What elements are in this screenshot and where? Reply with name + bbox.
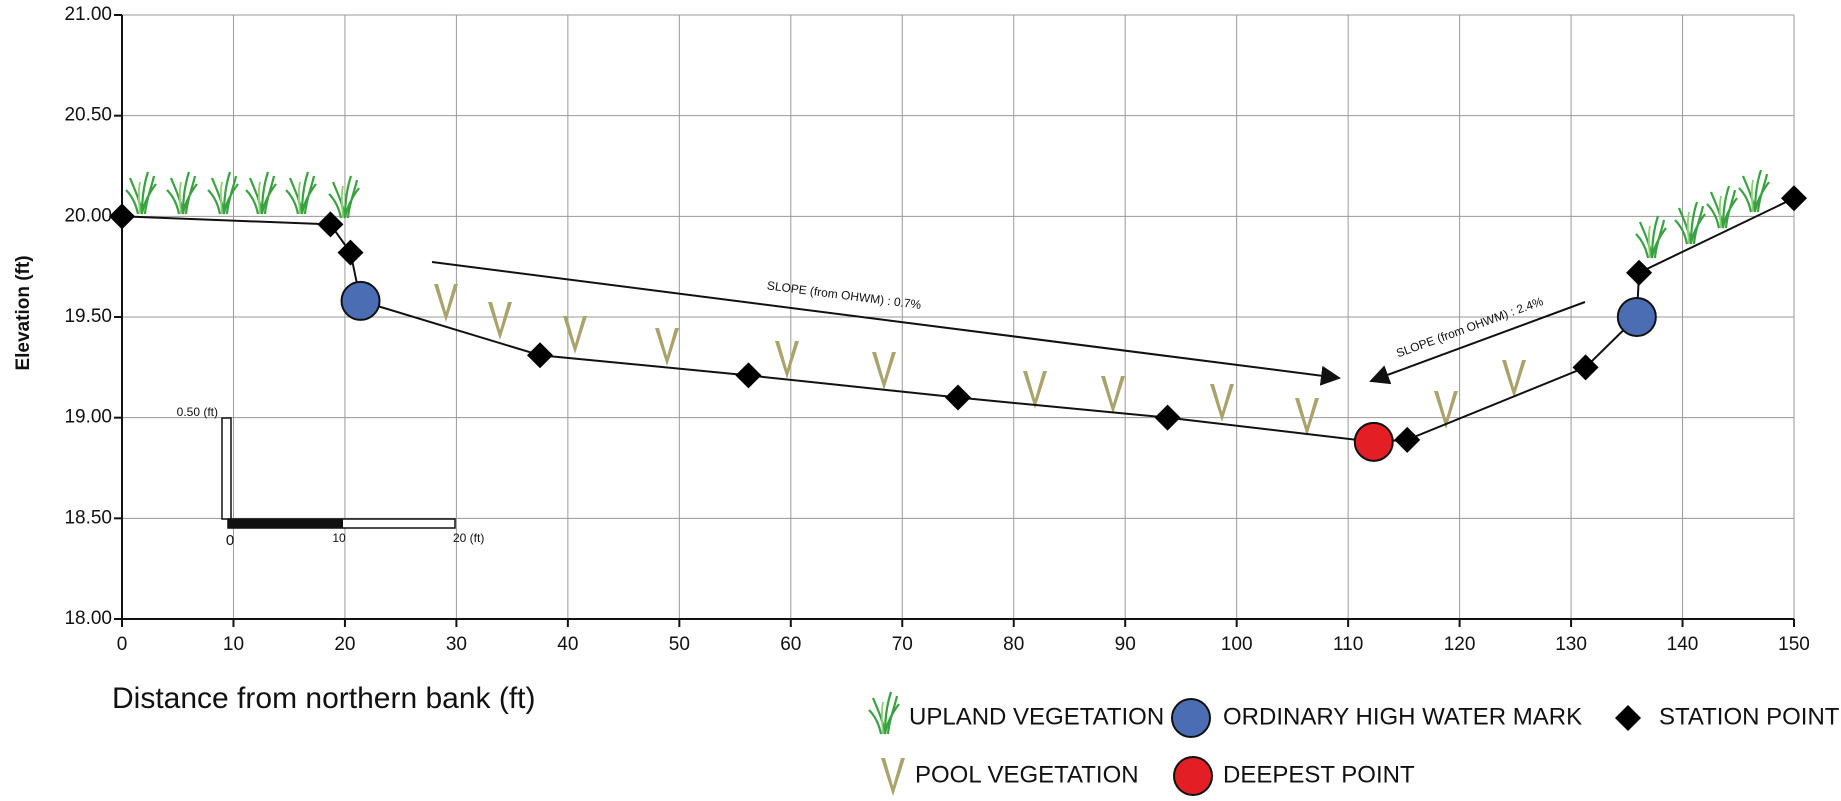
x-tick-label: 10 [223, 634, 244, 655]
legend-label: DEEPEST POINT [1223, 761, 1415, 788]
x-tick-label: 30 [446, 634, 467, 655]
legend-label: STATION POINT [1659, 703, 1840, 730]
y-axis-label: Elevation (ft) [13, 255, 34, 370]
slope-label: SLOPE (from OHWM) : 2.4% [1394, 294, 1545, 360]
y-tick-label: 19.50 [64, 306, 112, 327]
legend-icon [869, 692, 899, 734]
x-tick-label: 40 [557, 634, 578, 655]
legend-icon [881, 758, 905, 796]
upland-vegetation [126, 170, 1769, 258]
point-marker [1618, 298, 1656, 336]
legend-label: UPLAND VEGETATION [909, 703, 1164, 730]
y-tick-label: 20.50 [64, 105, 112, 126]
x-tick-label: 90 [1115, 634, 1136, 655]
y-tick-label: 18.00 [64, 608, 112, 629]
station-point [338, 240, 364, 266]
legend-label: ORDINARY HIGH WATER MARK [1223, 703, 1582, 730]
y-tick-label: 18.50 [64, 507, 112, 528]
legend: UPLAND VEGETATION POOL VEGETATION STATIO… [869, 692, 1840, 796]
station-point [1626, 260, 1652, 286]
x-tick-label: 50 [669, 634, 690, 655]
x-tick-label: 110 [1333, 634, 1363, 655]
station-point [1394, 427, 1420, 453]
station-point [109, 203, 135, 229]
scale-label: 20 (ft) [453, 531, 484, 545]
scale-label: 0 [226, 532, 234, 549]
legend-label: POOL VEGETATION [915, 761, 1139, 788]
y-tick-label: 19.00 [64, 407, 112, 428]
point-marker [342, 282, 380, 320]
x-tick-label: 130 [1555, 634, 1587, 655]
chart: Elevation (ft) Distance from northern ba… [0, 0, 1841, 801]
legend-icon [1172, 699, 1210, 737]
station-point [945, 385, 971, 411]
x-tick-label: 20 [334, 634, 355, 655]
legend-icon [1615, 705, 1641, 731]
x-tick-label: 70 [892, 634, 913, 655]
station-point [1781, 185, 1807, 211]
station-point [527, 342, 553, 368]
x-tick-label: 100 [1221, 634, 1253, 655]
scale-bar: 0.50 (ft) 0 10 20 (ft) [177, 405, 485, 549]
x-tick-label: 80 [1003, 634, 1024, 655]
point-marker [1355, 423, 1393, 461]
x-tick-label: 150 [1778, 634, 1810, 655]
scale-label: 10 [332, 531, 346, 545]
legend-icon [1174, 757, 1212, 795]
x-tick-label: 0 [117, 634, 128, 655]
x-tick-label: 120 [1444, 634, 1476, 655]
grid: 18.00 18.50 19.00 19.50 20.00 20.50 21.00 0 10 20… [64, 4, 1809, 655]
x-tick-label: 60 [780, 634, 801, 655]
y-tick-label: 20.00 [64, 205, 112, 226]
x-tick-label: 140 [1667, 634, 1699, 655]
scale-label: 0.50 (ft) [177, 405, 218, 419]
x-axis-label: Distance from northern bank (ft) [112, 682, 536, 715]
slope-arrow [1371, 302, 1585, 381]
station-point [735, 362, 761, 388]
station-point [1155, 405, 1181, 431]
y-tick-label: 21.00 [64, 4, 112, 25]
